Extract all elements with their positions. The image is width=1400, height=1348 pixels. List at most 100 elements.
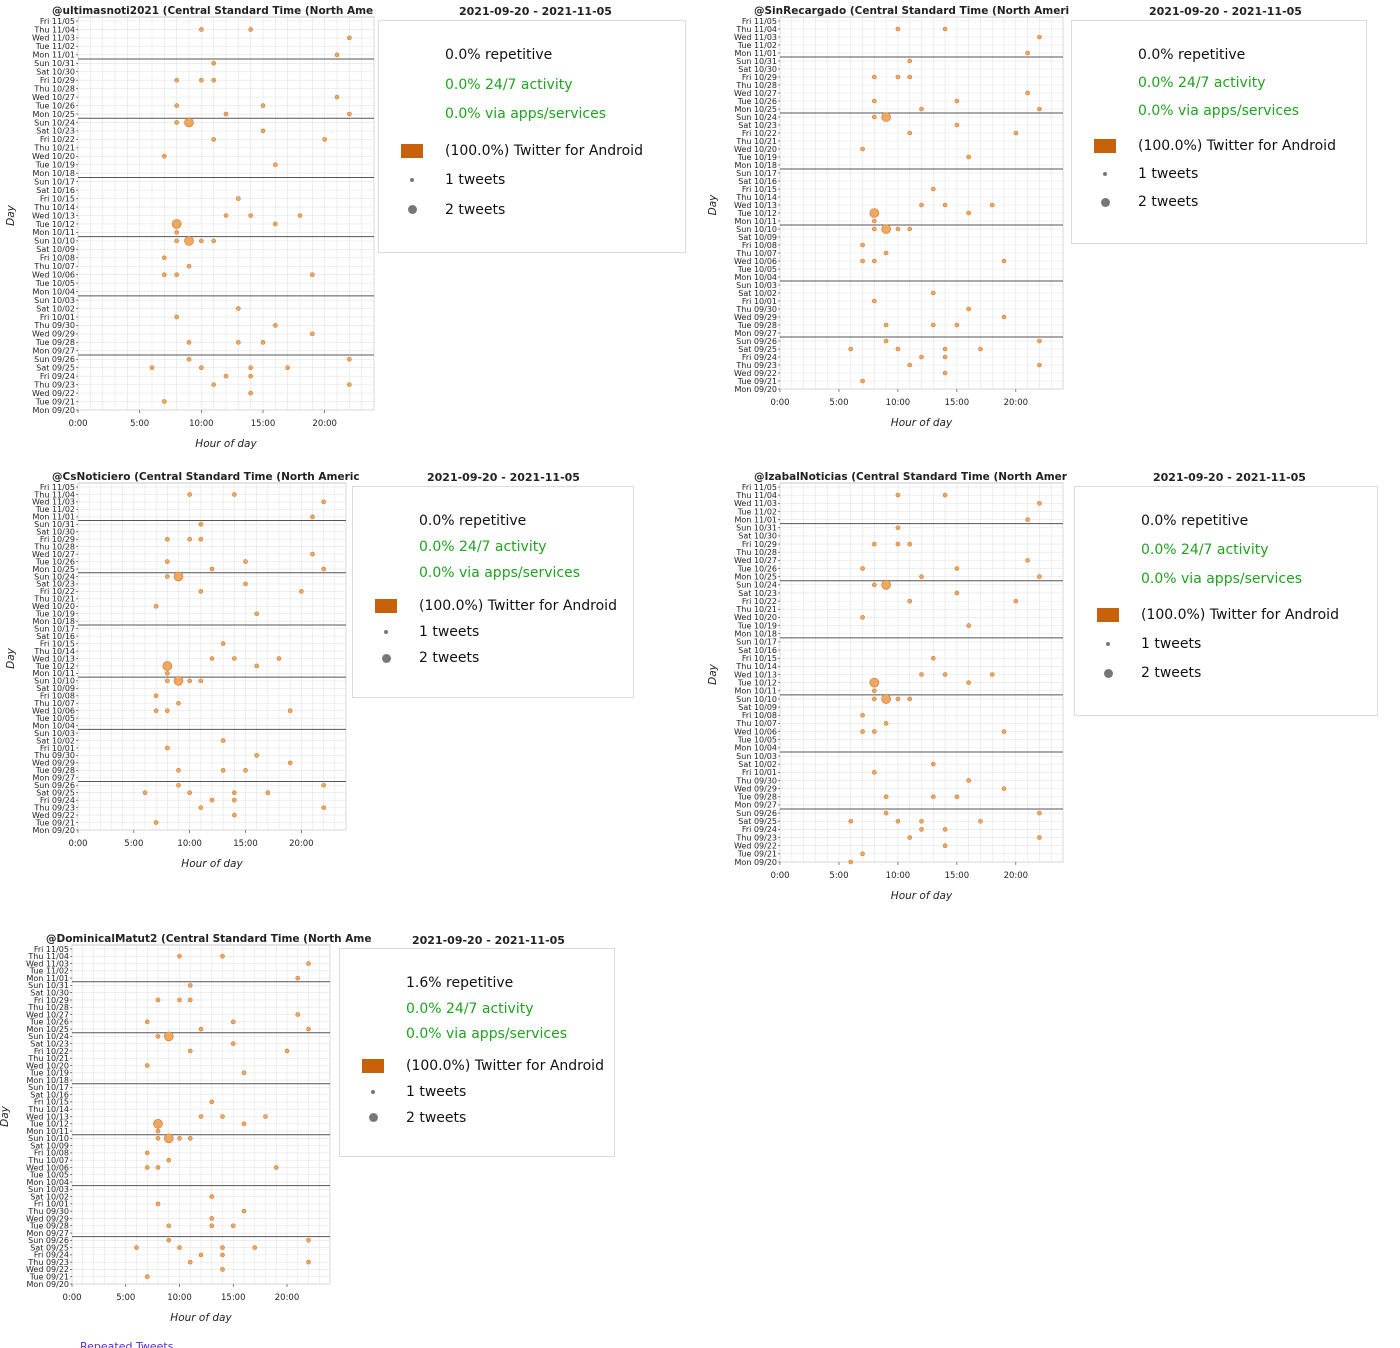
y-tick-label: Sat 10/16	[30, 1090, 69, 1099]
y-tick-label: Tue 09/21	[35, 397, 75, 406]
y-tick-label: Wed 09/22	[734, 369, 777, 378]
data-point	[134, 1245, 139, 1250]
data-point	[895, 541, 901, 547]
y-tick-label: Fri 10/08	[40, 254, 75, 263]
data-point	[881, 112, 891, 122]
data-point	[155, 1034, 161, 1039]
y-tick-label: Wed 09/29	[734, 784, 777, 793]
y-tick-label: Wed 10/13	[32, 654, 75, 663]
data-point	[223, 111, 229, 117]
data-point	[907, 362, 913, 368]
y-tick-label: Tue 11/02	[737, 507, 777, 516]
data-point	[254, 611, 259, 617]
y-tick-label: Wed 10/27	[734, 556, 777, 565]
data-point	[155, 1201, 161, 1207]
x-tick-label: 20:00	[289, 839, 314, 849]
data-point	[248, 213, 253, 218]
data-point	[220, 953, 225, 959]
data-point	[236, 196, 241, 201]
y-tick-label: Wed 10/20	[26, 1061, 69, 1070]
y-tick-label: Tue 10/19	[29, 1069, 69, 1078]
y-tick-label: Sun 10/24	[34, 118, 75, 127]
data-point	[155, 997, 161, 1003]
legend-swatch-icon	[1097, 608, 1119, 623]
y-tick-label: Sun 10/17	[28, 1083, 69, 1092]
data-point	[248, 373, 253, 379]
y-tick-label: Thu 10/14	[735, 193, 777, 202]
y-tick-label: Tue 10/05	[29, 1171, 69, 1180]
y-tick-label: Sun 10/03	[34, 729, 75, 738]
y-tick-label: Sat 10/09	[36, 684, 75, 693]
y-tick-label: Wed 10/06	[734, 727, 777, 736]
y-tick-label: Wed 10/13	[734, 670, 777, 679]
data-point	[1025, 90, 1030, 96]
y-tick-label: Tue 09/28	[737, 793, 777, 802]
data-point	[942, 370, 948, 376]
data-point	[321, 782, 326, 788]
data-point	[1001, 786, 1007, 791]
y-tick-label: Wed 10/20	[734, 145, 777, 154]
y-tick-label: Thu 10/14	[27, 1105, 69, 1114]
y-tick-label: Wed 09/29	[32, 759, 75, 768]
y-tick-label: Sat 10/23	[36, 127, 75, 136]
data-point	[872, 696, 877, 702]
y-tick-label: Sat 09/25	[738, 817, 777, 826]
x-tick-label: 20:00	[1004, 398, 1029, 408]
data-point	[142, 790, 148, 796]
data-point	[869, 208, 880, 218]
y-tick-label: Sun 10/31	[34, 520, 75, 529]
y-tick-label: Thu 10/28	[33, 84, 75, 93]
data-point	[907, 74, 913, 80]
legend-24-7-activity: 0.0% 24/7 activity	[1138, 75, 1266, 92]
legend-source: (100.0%) Twitter for Android	[1141, 607, 1339, 624]
y-tick-label: Wed 10/27	[32, 550, 75, 559]
y-tick-label: Wed 11/03	[734, 33, 777, 42]
y-tick-label: Fri 10/15	[40, 639, 75, 648]
y-tick-label: Thu 09/30	[27, 1207, 69, 1216]
legend-size-2: 2 tweets	[445, 201, 506, 218]
y-tick-label: Fri 09/24	[742, 353, 777, 362]
data-point	[860, 566, 865, 571]
y-tick-label: Wed 09/29	[734, 313, 777, 322]
legend-dot-icon	[371, 1089, 375, 1094]
y-tick-label: Mon 09/20	[33, 826, 75, 835]
y-tick-label: Mon 10/25	[33, 565, 75, 574]
y-tick-label: Sun 09/26	[736, 809, 777, 818]
data-point	[872, 218, 877, 224]
data-point	[942, 492, 948, 498]
data-point	[1037, 574, 1042, 579]
y-tick-label: Fri 11/05	[742, 17, 777, 26]
x-tick-label: 0:00	[68, 839, 87, 849]
data-point	[881, 580, 891, 590]
data-point	[848, 346, 854, 352]
data-point	[942, 843, 948, 848]
x-tick-label: 15:00	[945, 871, 970, 881]
data-point	[872, 98, 877, 104]
data-point	[299, 589, 304, 594]
y-tick-label: Tue 09/28	[737, 321, 777, 330]
y-tick-label: Fri 09/24	[34, 1251, 69, 1260]
legend-24-7-activity: 0.0% 24/7 activity	[406, 1000, 534, 1017]
legend-repetitive: 0.0% repetitive	[445, 47, 553, 63]
y-tick-label: Tue 09/21	[35, 818, 75, 827]
data-point	[243, 581, 248, 587]
data-point	[273, 323, 278, 328]
legend-size-1: 1 tweets	[1141, 636, 1202, 653]
y-tick-label: Fri 10/29	[742, 73, 777, 82]
y-tick-label: Sat 10/02	[36, 736, 75, 745]
y-tick-label: Wed 10/27	[26, 1010, 69, 1019]
data-point	[1037, 34, 1042, 40]
data-point	[907, 696, 913, 702]
data-point	[978, 346, 983, 352]
data-point	[173, 571, 184, 582]
legend-repetitive: 0.0% repetitive	[419, 513, 527, 529]
repeated-tweets-link[interactable]: Repeated Tweets	[80, 1340, 174, 1348]
data-point	[954, 590, 960, 596]
y-tick-label: Wed 10/13	[26, 1112, 69, 1121]
y-tick-label: Mon 09/27	[33, 347, 75, 356]
y-tick-label: Thu 10/14	[735, 662, 777, 671]
data-point	[220, 641, 226, 646]
y-tick-label: Tue 09/21	[29, 1273, 69, 1282]
legend-swatch-icon	[375, 598, 397, 613]
y-tick-label: Wed 10/06	[26, 1163, 69, 1172]
